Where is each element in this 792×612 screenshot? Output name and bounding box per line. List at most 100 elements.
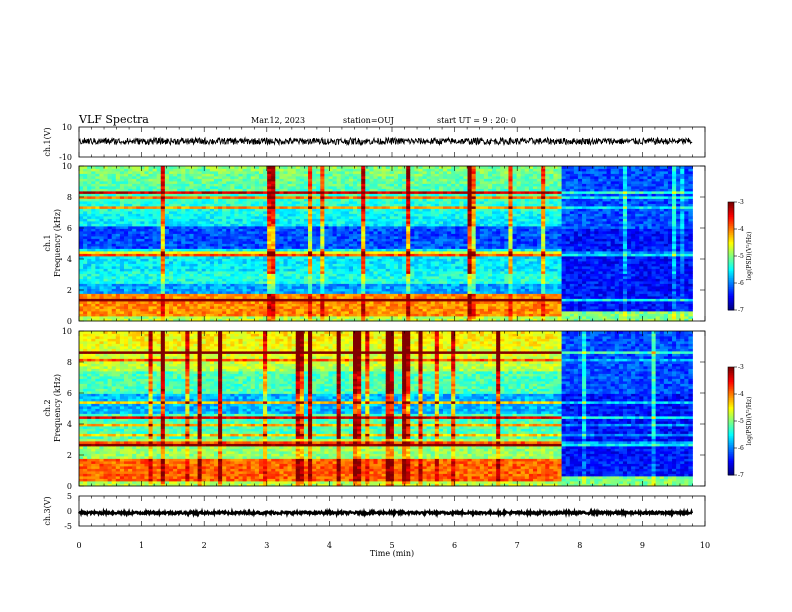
spectrogram-cell [324,196,329,199]
spectrogram-cell [209,313,215,317]
spectrogram-cell [95,178,100,182]
spectrogram-cell [152,183,158,187]
spectrogram-cell [173,173,178,177]
spectrogram-cell [140,231,145,234]
spectrogram-cell [361,181,366,184]
spectrogram-cell [91,266,96,269]
spectrogram-cell [324,311,329,314]
spectrogram-cell [213,193,219,197]
spectrogram-cell [377,178,383,182]
spectrogram-cell [230,216,235,219]
spectrogram-cell [234,293,239,297]
spectrogram-cell [357,276,362,279]
spectrogram-cell [238,196,243,199]
spectrogram-cell [291,271,297,274]
spectrogram-cell [136,231,141,234]
spectrogram-cell [201,303,207,307]
spectrogram-cell [279,188,284,192]
spectrogram-cell [160,193,166,197]
spectrogram-cell [258,171,264,174]
spectrogram-cell [222,251,227,254]
spectrogram-cell [398,251,403,254]
spectrogram-cell [218,288,223,292]
spectrogram-cell [148,241,154,244]
spectrogram-cell [193,176,199,179]
spectrogram-cell [168,208,174,212]
spectrogram-cell [377,241,383,244]
spectrogram-cell [213,188,219,192]
spectrogram-cell [119,198,125,202]
spectrogram-cell [250,218,256,222]
spectrogram-cell [365,176,370,179]
spectrogram-cell [189,233,194,237]
spectrogram-cell [205,223,211,227]
spectrogram-cell [148,261,154,264]
spectrogram-cell [144,271,149,274]
spectrogram-cell [393,181,399,184]
spectrogram-cell [267,246,272,249]
spectrogram-cell [357,206,362,209]
spectrogram-cell [275,208,280,212]
spectrogram-cell [181,211,186,214]
spectrogram-cell [385,306,391,309]
spectrogram-cell [181,213,186,217]
spectrogram-cell [344,171,350,174]
spectrogram-cell [201,301,207,304]
spectrogram-cell [238,168,243,172]
spectrogram-cell [103,183,109,187]
spectrogram-cell [193,183,199,187]
spectrogram-cell [95,303,100,307]
spectrogram-cell [258,243,264,247]
spectrogram-cell [287,291,293,294]
spectrogram-cell [107,248,113,252]
spectrogram-cell [119,203,125,207]
spectrogram-cell [181,241,186,244]
spectrogram-cell [299,248,305,252]
spectrogram-cell [271,276,276,279]
spectrogram-cell [136,258,141,262]
spectrogram-cell [242,228,248,232]
spectrogram-cell [218,251,223,254]
spectrogram-cell [393,273,399,277]
spectrogram-cell [348,271,354,274]
spectrogram-cell [226,251,231,254]
spectrogram-cell [177,246,182,249]
spectrogram-cell [250,263,256,267]
spectrogram-cell [254,301,260,304]
spectrogram-cell [254,166,260,169]
spectrogram-cell [267,286,272,289]
spectrogram-cell [173,223,178,227]
spectrogram-cell [275,238,280,242]
spectrogram-cell [246,253,252,257]
spectrogram-cell [87,188,92,192]
spectrogram-cell [218,281,223,284]
spectrogram-cell [144,241,149,244]
spectrogram-cell [398,216,403,219]
spectrogram-cell [144,208,149,212]
spectrogram-cell [328,258,333,262]
spectrogram-cell [365,301,370,304]
spectrogram-cell [79,318,84,322]
spectrogram-cell [332,253,338,257]
spectrogram-cell [230,206,235,209]
spectrogram-cell [185,218,190,222]
spectrogram-cell [385,231,391,234]
spectrogram-cell [222,308,227,312]
spectrogram-cell [148,306,154,309]
spectrogram-cell [316,171,321,174]
spectrogram-cell [156,316,162,319]
spectrogram-cell [271,176,276,179]
spectrogram-cell [263,168,268,172]
spectrogram-cell [177,221,182,224]
spectrogram-cell [185,186,190,189]
spectrogram-cell [144,173,149,177]
spectrogram-cell [87,226,92,229]
spectrogram-cell [361,173,366,177]
spectrogram-cell [295,196,301,199]
spectrogram-cell [115,216,121,219]
spectrogram-cell [103,188,109,192]
spectrogram-cell [119,221,125,224]
spectrogram-cell [299,201,305,204]
spectrogram-cell [123,248,129,252]
spectrogram-cell [119,213,125,217]
